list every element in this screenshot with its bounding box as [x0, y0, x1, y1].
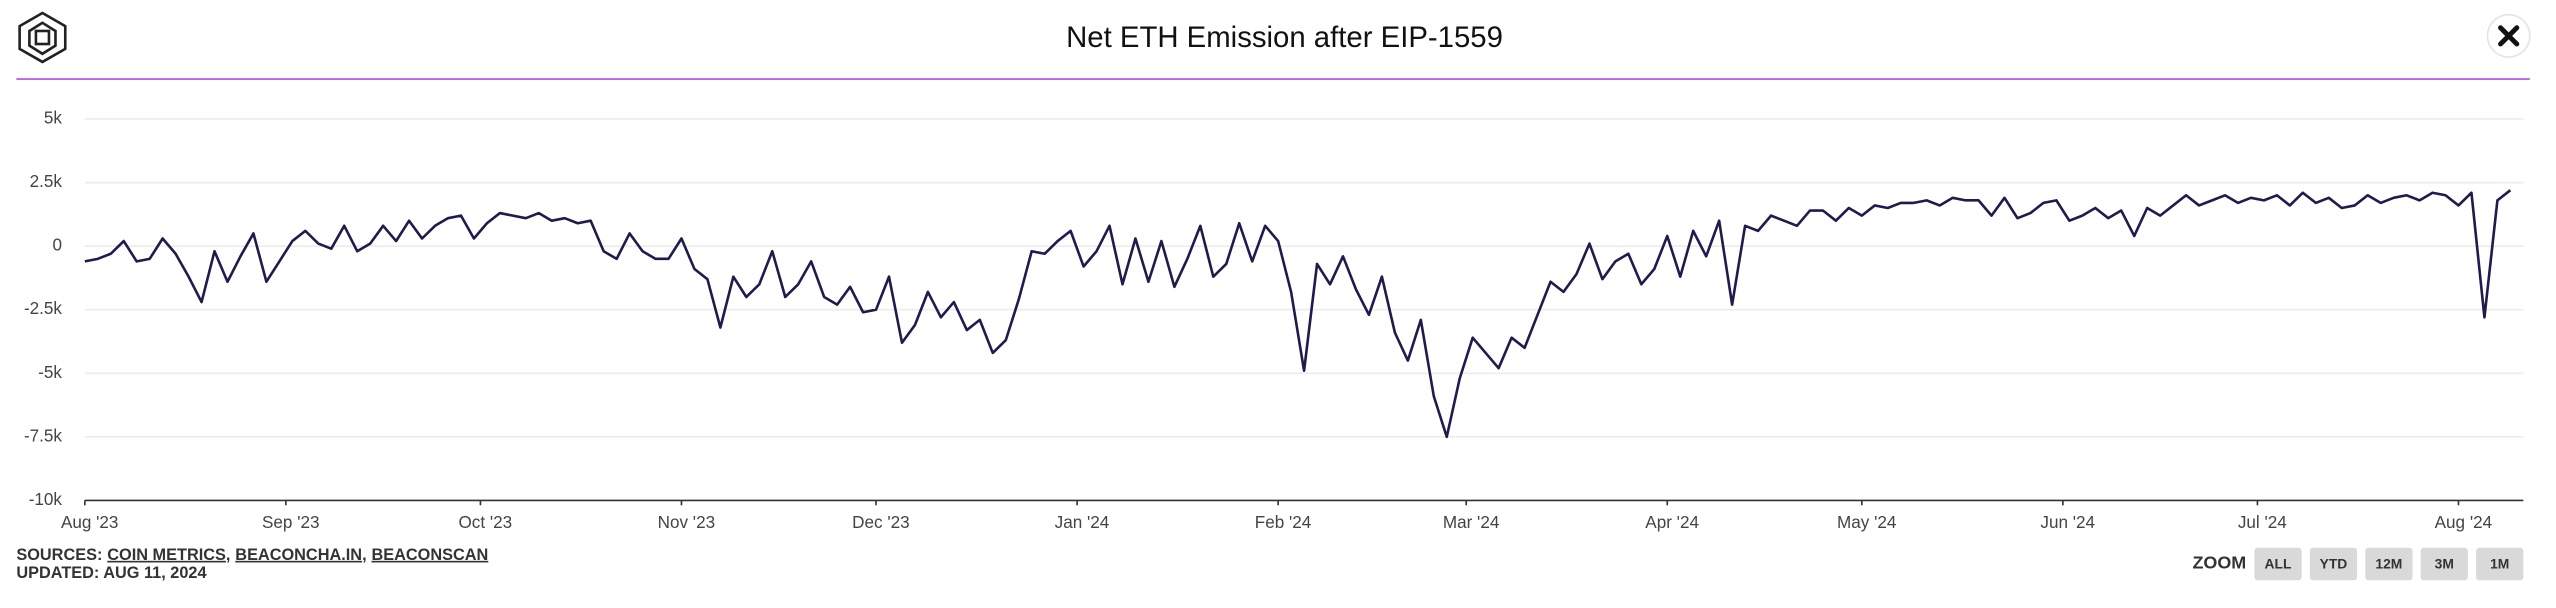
x-tick-label: Apr '24 — [1645, 513, 1699, 532]
separator: , — [226, 546, 231, 564]
x-tick-label: Jan '24 — [1055, 513, 1110, 532]
zoom-button-bg — [2254, 547, 2302, 581]
y-tick-label: 2.5k — [30, 172, 63, 191]
updated: UPDATED: AUG 11, 2024 — [16, 564, 206, 582]
source-link[interactable]: COIN METRICS — [107, 546, 226, 564]
x-tick-label: Mar '24 — [1443, 513, 1500, 532]
y-tick-label: 0 — [52, 236, 62, 255]
x-tick-label: Feb '24 — [1255, 513, 1312, 532]
zoom-button-bg — [2309, 547, 2358, 581]
chart-title: Net ETH Emission after EIP-1559 — [1066, 21, 1503, 54]
zoom-button[interactable]: YTD — [2309, 547, 2358, 581]
y-tick-label: -7.5k — [24, 426, 62, 445]
x-tick-label: Aug '23 — [61, 513, 118, 532]
zoom-button-label: 12M — [2375, 555, 2402, 571]
separator: , — [362, 546, 367, 564]
zoom-button-label: ALL — [2265, 555, 2292, 571]
sources: SOURCES: COIN METRICS, BEACONCHA.IN, BEACON… — [16, 546, 488, 564]
zoom-button-bg — [2365, 547, 2413, 581]
x-tick-label: Jun '24 — [2040, 513, 2095, 532]
sources-label: SOURCES: — [16, 546, 102, 564]
logo — [18, 11, 67, 64]
zoom-button-bg — [2476, 547, 2524, 581]
close-button[interactable] — [2486, 13, 2531, 58]
y-tick-label: -5k — [38, 363, 62, 382]
x-tick-label: May '24 — [1837, 513, 1897, 532]
data-line — [84, 189, 2512, 439]
zoom-button[interactable]: 3M — [2420, 547, 2468, 581]
zoom-button[interactable]: 1M — [2476, 547, 2524, 581]
x-tick-label: Sep '23 — [262, 513, 320, 532]
zoom-label: ZOOM — [2192, 553, 2246, 573]
zoom-button-label: YTD — [2320, 555, 2348, 571]
y-tick-label: -2.5k — [24, 299, 62, 318]
x-tick-label: Jul '24 — [2238, 513, 2287, 532]
zoom-button-label: 3M — [2435, 555, 2454, 571]
source-link[interactable]: BEACONSCAN — [371, 546, 488, 564]
zoom-button[interactable]: 12M — [2365, 547, 2413, 581]
y-tick-label: -10k — [29, 490, 63, 509]
y-tick-label: 5k — [44, 109, 63, 128]
x-tick-label: Nov '23 — [658, 513, 715, 532]
source-link[interactable]: BEACONCHA.IN — [235, 546, 362, 564]
x-tick-label: Dec '23 — [852, 513, 909, 532]
x-tick-label: Oct '23 — [458, 513, 512, 532]
zoom-button[interactable]: ALL — [2254, 547, 2302, 581]
zoom-button-bg — [2420, 547, 2468, 581]
zoom-button-label: 1M — [2490, 555, 2509, 571]
x-tick-label: Aug '24 — [2435, 513, 2493, 532]
